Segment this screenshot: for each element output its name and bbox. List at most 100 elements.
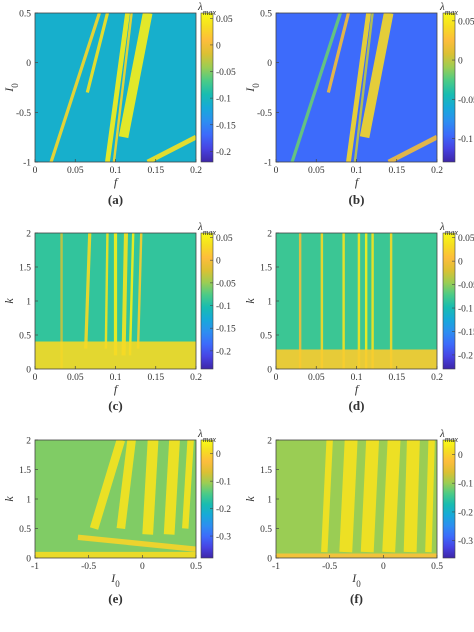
heatmap-band-5	[146, 135, 196, 162]
y-tick-label: 0.5	[19, 525, 31, 535]
panel-e: -1 -0.5 0 0.5 0 0.5 1 1.5 2 I0 k λmax 0 -0.1 -0.2 -0.3 (…	[2, 428, 231, 606]
panel-caption: (d)	[349, 398, 365, 413]
panel-caption: (e)	[108, 591, 122, 606]
heatmap-band-1	[116, 440, 136, 530]
heatmap	[276, 440, 437, 558]
x-axis-label: f	[114, 175, 119, 189]
heatmap-band-6	[77, 534, 196, 552]
heatmap	[276, 13, 437, 162]
x-tick-label: 0.15	[147, 166, 164, 176]
y-tick-label: 1.5	[260, 466, 272, 476]
y-tick-label: -0.5	[257, 109, 272, 119]
x-axis-label: f	[355, 382, 360, 396]
colorbar-title: λmax	[197, 1, 217, 17]
x-tick-label: 0.5	[190, 562, 202, 572]
colorbar	[442, 232, 456, 370]
heatmap-band-2	[105, 13, 130, 162]
y-tick-label: 0.5	[260, 10, 272, 20]
colorbar-tick-label: 0.05	[458, 234, 474, 244]
x-tick-label: 0.2	[190, 373, 202, 383]
panel-caption: (a)	[108, 192, 123, 207]
x-tick-label: 0.2	[190, 166, 202, 176]
colorbar-title: λmax	[197, 428, 217, 444]
colorbar-tick-label: -0.1	[216, 478, 231, 488]
x-tick-label: 0	[33, 166, 38, 176]
colorbar-title: λmax	[439, 221, 459, 237]
heatmap-band-5	[128, 233, 135, 356]
heatmap-band-0	[290, 13, 342, 162]
x-tick-label: 0.1	[110, 166, 122, 176]
colorbar-tick-label: -0.05	[458, 281, 474, 291]
y-tick-label: 1	[267, 496, 272, 506]
colorbar-tick-label: -0.1	[458, 305, 473, 315]
heatmap-band-4	[359, 13, 394, 139]
heatmap-band-0	[89, 440, 125, 530]
y-tick-label: 0	[26, 59, 31, 69]
heatmap-band-2	[142, 440, 159, 535]
colorbar-title: λmax	[197, 221, 217, 237]
y-tick-label: 0.5	[260, 332, 272, 342]
colorbar-title: λmax	[439, 1, 459, 17]
colorbar-tick-label: -0.1	[458, 135, 473, 145]
x-tick-label: 0.05	[308, 166, 325, 176]
y-tick-label: 0	[26, 366, 31, 376]
colorbar-tick-label: 0.05	[216, 234, 233, 244]
heatmap-band-1	[326, 13, 351, 93]
x-axis-label: f	[114, 382, 119, 396]
colorbar-tick-label: 0	[216, 257, 221, 267]
panel-c: 0 0.05 0.1 0.15 0.200.511.52fkλmax0.050-0.05…	[2, 221, 236, 413]
heatmap	[35, 13, 196, 162]
y-axis-label: k	[2, 298, 16, 304]
colorbar-tick-label: -0.3	[216, 533, 231, 543]
x-tick-label: 0.05	[67, 373, 84, 383]
x-tick-label: -0.5	[81, 562, 96, 572]
x-tick-label: 0	[274, 373, 279, 383]
colorbar-tick-label: 0	[216, 450, 221, 460]
x-tick-label: -1	[272, 562, 280, 572]
y-tick-label: 1.5	[19, 264, 31, 274]
y-axis-label: I0	[243, 83, 261, 93]
panel-caption: (c)	[108, 398, 122, 413]
x-tick-label: 0	[381, 562, 386, 572]
x-tick-label: 0.1	[351, 166, 363, 176]
heatmap	[35, 440, 196, 558]
y-tick-label: 2	[267, 437, 272, 447]
heatmap	[35, 233, 196, 369]
heatmap-band-6	[136, 233, 143, 349]
colorbar-tick-label: -0.05	[216, 279, 236, 289]
x-tick-label: -0.5	[322, 562, 337, 572]
colorbar-tick-label: 0	[216, 41, 221, 51]
x-tick-label: 0.1	[110, 373, 122, 383]
colorbar-tick-label: 0.05	[216, 15, 233, 25]
x-tick-label: 0.5	[431, 562, 443, 572]
y-tick-label: 2	[26, 230, 31, 240]
y-tick-label: -1	[23, 159, 31, 169]
y-tick-label: 0.5	[19, 10, 31, 20]
heatmap-band-1	[85, 13, 110, 93]
heatmap-band-3	[112, 13, 133, 162]
y-axis-label: I0	[2, 83, 20, 93]
y-axis-label: k	[2, 496, 16, 502]
heatmap-band-5	[387, 135, 437, 162]
x-tick-label: 0	[140, 562, 145, 572]
y-tick-label: -0.5	[16, 109, 31, 119]
y-tick-label: 0.5	[19, 332, 31, 342]
y-tick-label: 2	[26, 437, 31, 447]
colorbar-tick-label: -0.1	[216, 302, 231, 312]
y-tick-label: 1	[26, 298, 31, 308]
y-tick-label: 0.5	[260, 525, 272, 535]
heatmap-band-2	[346, 13, 371, 162]
x-tick-label: 0	[33, 373, 38, 383]
y-axis-label: k	[243, 496, 257, 502]
heatmap-band-5	[425, 440, 435, 553]
heatmap-band-3	[382, 440, 401, 553]
colorbar-tick-label: -0.2	[458, 508, 473, 518]
colorbar-tick-label: -0.1	[458, 480, 473, 490]
y-tick-label: -1	[264, 159, 272, 169]
y-tick-label: 0	[267, 366, 272, 376]
x-axis-label: I0	[351, 571, 361, 589]
x-tick-label: 0.2	[431, 373, 443, 383]
colorbar-tick-label: -0.15	[458, 328, 474, 338]
y-tick-label: 1	[267, 298, 272, 308]
y-tick-label: 0	[267, 555, 272, 565]
